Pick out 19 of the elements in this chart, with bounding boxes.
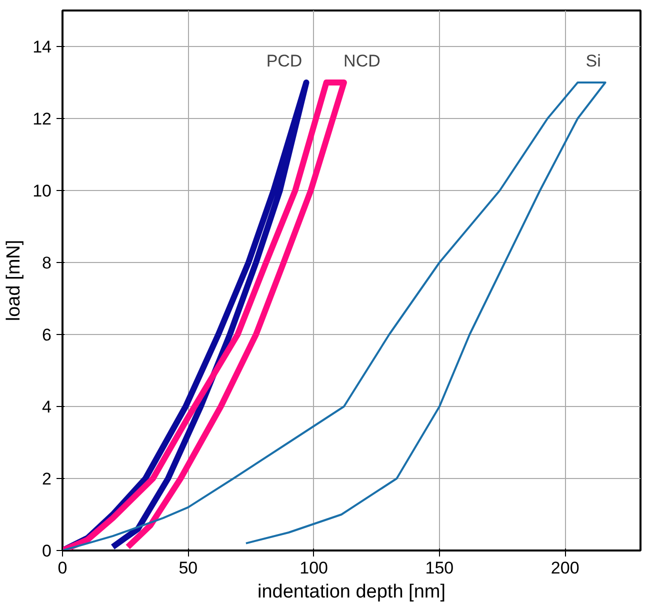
y-tick-label: 8 xyxy=(42,254,52,272)
x-tick-label: 100 xyxy=(300,558,328,578)
x-tick-label: 50 xyxy=(178,558,198,578)
x-tick-label: 200 xyxy=(550,558,580,578)
x-axis-title: indentation depth [nm] xyxy=(257,582,446,602)
y-tick-label: 12 xyxy=(32,110,52,128)
y-tick-label: 14 xyxy=(32,38,52,56)
y-tick-label: 10 xyxy=(32,182,52,200)
series-label: NCD xyxy=(344,52,380,70)
x-tick-label: 0 xyxy=(58,558,68,578)
y-axis-title: load [mN] xyxy=(4,240,25,322)
series-label: Si xyxy=(586,52,601,70)
y-tick-label: 6 xyxy=(42,326,52,344)
y-tick-label: 2 xyxy=(42,470,52,488)
y-tick-label: 0 xyxy=(42,542,52,560)
x-tick-label: 150 xyxy=(425,558,454,578)
line-series xyxy=(62,82,606,550)
y-tick-label: 4 xyxy=(42,398,52,416)
series-label: PCD xyxy=(266,52,302,70)
